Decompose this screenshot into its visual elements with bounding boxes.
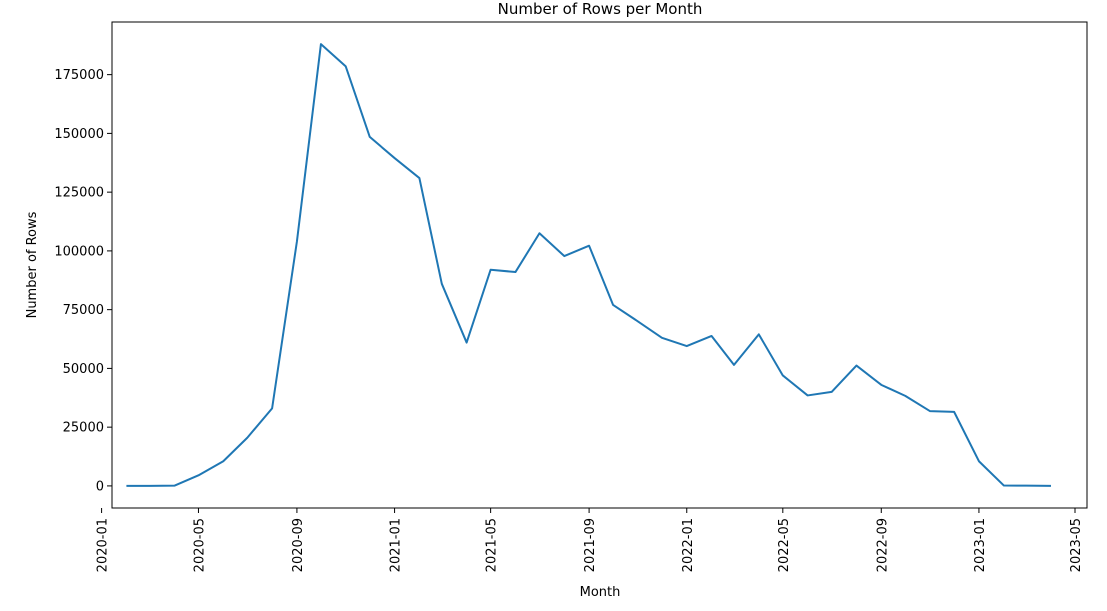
- series-line-0: [126, 43, 1051, 487]
- chart-title: Number of Rows per Month: [498, 0, 703, 18]
- y-tick-label: 100000: [54, 244, 104, 259]
- y-tick-label: 50000: [63, 362, 104, 377]
- plot-area: [126, 43, 1051, 487]
- y-axis-label: Number of Rows: [25, 211, 40, 318]
- x-tick-label: 2023-01: [973, 518, 988, 572]
- y-axis-ticks: 0 25000 50000 75000 100000 125000 150000 175000: [54, 68, 112, 494]
- x-tick-label: 2022-05: [777, 518, 792, 572]
- x-axis-label: Month: [580, 585, 621, 600]
- y-tick-label: 0: [96, 479, 104, 494]
- x-tick-label: 2020-05: [192, 518, 207, 572]
- x-tick-label: 2023-05: [1069, 518, 1084, 572]
- y-tick-label: 175000: [54, 68, 104, 83]
- x-tick-label: 2021-05: [485, 518, 500, 572]
- x-axis-ticks: 2020-01 2020-05 2020-09 2021-01 2021-05 2021-…: [96, 508, 1084, 572]
- y-tick-label: 150000: [54, 127, 104, 142]
- plot-frame: [111, 21, 1088, 509]
- x-tick-label: 2020-09: [291, 518, 306, 572]
- x-tick-label: 2020-01: [96, 518, 111, 572]
- y-tick-label: 25000: [63, 421, 104, 436]
- y-tick-label: 75000: [63, 303, 104, 318]
- y-tick-label: 125000: [54, 186, 104, 201]
- x-tick-label: 2022-09: [875, 518, 890, 572]
- x-tick-label: 2021-01: [389, 518, 404, 572]
- x-tick-label: 2022-01: [681, 518, 696, 572]
- x-tick-label: 2021-09: [583, 518, 598, 572]
